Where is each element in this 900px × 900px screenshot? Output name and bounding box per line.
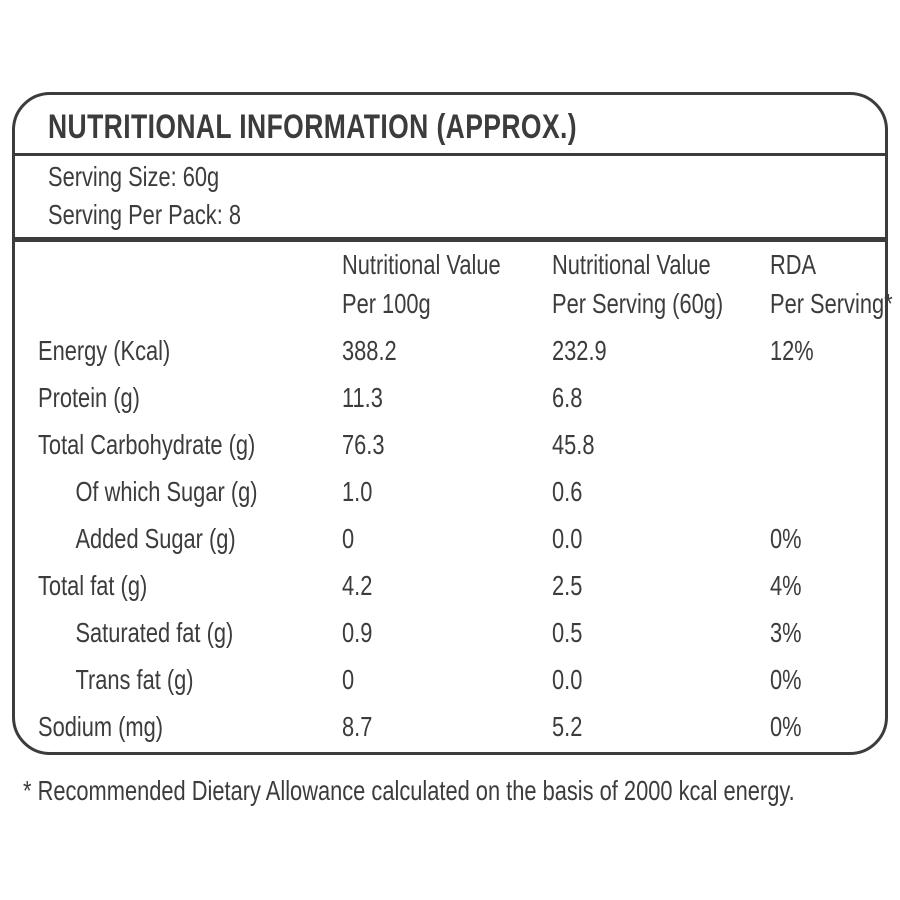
row-label: Total fat (g) [38, 570, 148, 601]
divider-under-serving [15, 237, 885, 242]
table-body: Energy (Kcal) 388.2 232.9 12% Protein (g… [38, 327, 885, 750]
row-rda [770, 374, 860, 421]
row-per-100g: 0 [342, 664, 355, 695]
row-label: Trans fat (g) [75, 664, 194, 695]
row-per-100g: 11.3 [342, 382, 383, 413]
row-rda: 12% [770, 335, 814, 366]
row-per-100g: 4.2 [342, 570, 373, 601]
row-rda [770, 468, 860, 515]
rda-footnote: * Recommended Dietary Allowance calculat… [23, 775, 795, 806]
table-row-energy: Energy (Kcal) 388.2 232.9 12% [38, 327, 885, 374]
row-per-100g: 1.0 [342, 476, 373, 507]
row-per-serving: 45.8 [552, 429, 595, 460]
row-per-serving: 5.2 [552, 711, 583, 742]
col-header-empty [38, 245, 342, 323]
row-label: Sodium (mg) [38, 711, 164, 742]
table-row-trans-fat: Trans fat (g) 0 0.0 0% [38, 656, 885, 703]
row-per-100g: 76.3 [342, 429, 385, 460]
row-per-serving: 0.0 [552, 523, 583, 554]
serving-size: Serving Size: 60g [48, 161, 220, 192]
table-row-added-sugar: Added Sugar (g) 0 0.0 0% [38, 515, 885, 562]
row-per-100g: 8.7 [342, 711, 373, 742]
row-rda: 0% [770, 711, 802, 742]
row-per-100g: 0 [342, 523, 355, 554]
col-header-rda: RDA Per Serving* [770, 249, 893, 319]
row-per-serving: 0.6 [552, 476, 583, 507]
row-rda: 4% [770, 570, 802, 601]
row-label: Protein (g) [38, 382, 140, 413]
row-rda: 0% [770, 664, 802, 695]
row-rda: 3% [770, 617, 802, 648]
row-label: Added Sugar (g) [75, 523, 236, 554]
table-row-protein: Protein (g) 11.3 6.8 [38, 374, 885, 421]
row-label: Total Carbohydrate (g) [38, 429, 256, 460]
col-header-per-serving: Nutritional Value Per Serving (60g) [552, 249, 724, 319]
table-header: Nutritional Value Per 100g Nutritional V… [38, 245, 893, 323]
row-per-serving: 6.8 [552, 382, 583, 413]
label-box: NUTRITIONAL INFORMATION (APPROX.) Servin… [12, 92, 893, 755]
serving-info: Serving Size: 60g Serving Per Pack: 8 [48, 158, 295, 234]
row-label: Saturated fat (g) [75, 617, 234, 648]
row-rda [770, 421, 860, 468]
page-title: NUTRITIONAL INFORMATION (APPROX.) [48, 108, 578, 146]
row-label: Of which Sugar (g) [75, 476, 258, 507]
row-per-serving: 0.0 [552, 664, 583, 695]
serving-per-pack: Serving Per Pack: 8 [48, 199, 242, 230]
table-row-of-which-sugar: Of which Sugar (g) 1.0 0.6 [38, 468, 885, 515]
col-header-per-100g: Nutritional Value Per 100g [342, 249, 501, 319]
row-per-serving: 0.5 [552, 617, 583, 648]
row-rda: 0% [770, 523, 802, 554]
row-per-serving: 232.9 [552, 335, 607, 366]
table-row-sodium: Sodium (mg) 8.7 5.2 0% [38, 703, 885, 750]
row-per-serving: 2.5 [552, 570, 583, 601]
divider-under-title [15, 153, 885, 156]
table-row-total-carbohydrate: Total Carbohydrate (g) 76.3 45.8 [38, 421, 885, 468]
row-label: Energy (Kcal) [38, 335, 171, 366]
table-row-saturated-fat: Saturated fat (g) 0.9 0.5 3% [38, 609, 885, 656]
table-row-total-fat: Total fat (g) 4.2 2.5 4% [38, 562, 885, 609]
row-per-100g: 0.9 [342, 617, 373, 648]
row-per-100g: 388.2 [342, 335, 397, 366]
